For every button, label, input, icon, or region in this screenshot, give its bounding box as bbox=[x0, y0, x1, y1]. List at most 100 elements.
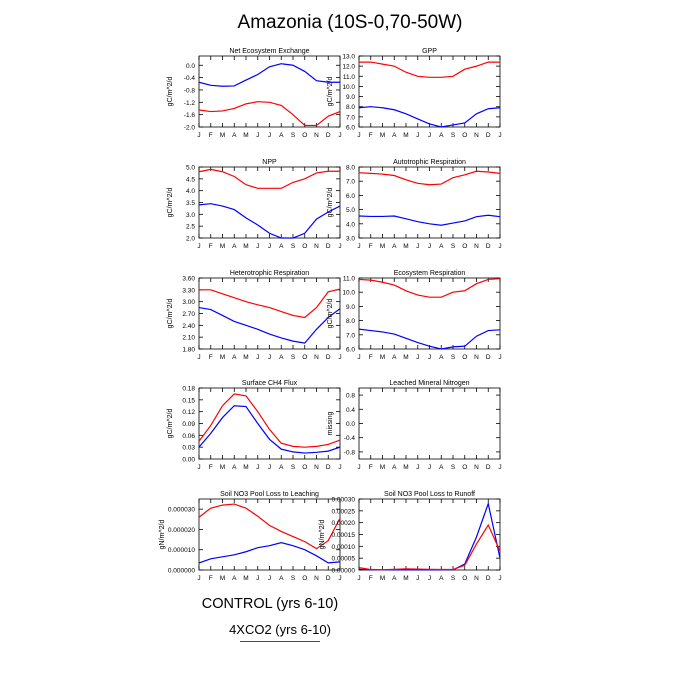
panel-7-month-label: J bbox=[197, 464, 200, 471]
panel-1-month-label: A bbox=[279, 132, 284, 139]
panel-4-month-label: O bbox=[462, 243, 467, 250]
panel-4-month-label: N bbox=[474, 243, 479, 250]
panel-9-month-label: N bbox=[314, 575, 319, 582]
panel-5-month-label: J bbox=[338, 354, 341, 361]
panel-9-ytick-label: 0.000000 bbox=[168, 568, 195, 575]
panel-4-ytick-label: 6.0 bbox=[346, 193, 355, 200]
panel-4-month-label: S bbox=[451, 243, 456, 250]
panel-7-ytick-label: 0.00 bbox=[182, 457, 195, 464]
panel-7-month-label: S bbox=[291, 464, 296, 471]
panel-3-frame bbox=[198, 166, 341, 239]
panel-4-control-line bbox=[358, 214, 501, 226]
panel-6-ylabel: gC/m^2/d bbox=[327, 299, 334, 329]
panel-7-month-label: A bbox=[232, 464, 237, 471]
legend-4xco2-label: 4XCO2 (yrs 6-10) bbox=[229, 622, 331, 637]
panel-3-ytick-label: 4.5 bbox=[186, 176, 195, 183]
panel-2-month-label: M bbox=[380, 132, 385, 139]
panel-3-month-label: J bbox=[256, 243, 259, 250]
panel-3-ylabel: gC/m^2/d bbox=[167, 188, 174, 218]
panel-6-frame bbox=[358, 277, 501, 350]
panel-9-month-label: J bbox=[256, 575, 259, 582]
panel-4-ytick-label: 7.0 bbox=[346, 179, 355, 186]
panel-10-ytick-label: 0.00030 bbox=[332, 497, 356, 504]
panel-8-ylabel: missing bbox=[327, 412, 334, 436]
panel-4-ylabel: gC/m^2/d bbox=[327, 188, 334, 218]
panel-10-month-label: D bbox=[486, 575, 491, 582]
panel-4-month-label: A bbox=[392, 243, 397, 250]
panel-3-month-label: A bbox=[279, 243, 284, 250]
panel-7-month-label: J bbox=[268, 464, 271, 471]
panel-10-month-label: M bbox=[403, 575, 408, 582]
panel-6-ytick-label: 6.0 bbox=[346, 347, 355, 354]
panel-7-month-label: A bbox=[279, 464, 284, 471]
panel-6-month-label: J bbox=[428, 354, 431, 361]
panel-5-month-label: N bbox=[314, 354, 319, 361]
panel-8-month-label: A bbox=[439, 464, 444, 471]
panel-8-month-label: M bbox=[403, 464, 408, 471]
panel-9-month-label: M bbox=[243, 575, 248, 582]
panel-3-ytick-label: 3.0 bbox=[186, 212, 195, 219]
panel-4-4xco2-line bbox=[358, 170, 501, 186]
panel-2-month-label: F bbox=[369, 132, 373, 139]
panel-6-month-label: N bbox=[474, 354, 479, 361]
panel-5-month-label: J bbox=[197, 354, 200, 361]
panel-7-title: Surface CH4 Flux bbox=[242, 380, 298, 387]
panel-9-4xco2-line bbox=[198, 503, 341, 550]
panel-7-month-label: D bbox=[326, 464, 331, 471]
panel-5-month-label: F bbox=[209, 354, 213, 361]
panel-1-month-label: F bbox=[209, 132, 213, 139]
panel-8-month-label: A bbox=[392, 464, 397, 471]
panel-4-month-label: A bbox=[439, 243, 444, 250]
panel-7-month-label: O bbox=[302, 464, 307, 471]
panel-9-ytick-label: 0.000030 bbox=[168, 507, 195, 514]
panel-9-title: Soil NO3 Pool Loss to Leaching bbox=[220, 491, 319, 498]
panel-5-ylabel: gC/m^2/d bbox=[167, 299, 174, 329]
panel-10-ytick-label: 0.00020 bbox=[332, 520, 356, 527]
panel-10-month-label: A bbox=[439, 575, 444, 582]
panel-3-month-label: D bbox=[326, 243, 331, 250]
panel-10-month-label: J bbox=[498, 575, 501, 582]
panel-8-ytick-label: 0.8 bbox=[346, 393, 355, 400]
panel-2-month-label: J bbox=[416, 132, 419, 139]
panel-5-4xco2-line bbox=[199, 288, 341, 319]
panel-6-month-label: J bbox=[498, 354, 501, 361]
panel-4-month-label: J bbox=[498, 243, 501, 250]
panel-8-ytick-label: 0.4 bbox=[346, 407, 355, 414]
panel-5-month-label: M bbox=[220, 354, 225, 361]
panel-1-ytick-label: -1.6 bbox=[184, 112, 196, 119]
panel-8-month-label: O bbox=[462, 464, 467, 471]
panel-10-ytick-label: 0.00025 bbox=[332, 508, 356, 515]
panel-8-frame bbox=[358, 387, 501, 460]
panel-7-ytick-label: 0.06 bbox=[182, 433, 195, 440]
panel-8-ytick-label: -0.8 bbox=[344, 449, 356, 456]
panel-4-ytick-label: 4.0 bbox=[346, 221, 355, 228]
panel-8-month-label: F bbox=[369, 464, 373, 471]
panel-5-month-label: O bbox=[302, 354, 307, 361]
panel-2-month-label: D bbox=[486, 132, 491, 139]
panel-7-frame bbox=[198, 387, 341, 460]
panel-2-ylabel: gC/m^2/d bbox=[327, 77, 334, 107]
panel-5-frame bbox=[198, 277, 341, 350]
panel-10-month-label: M bbox=[380, 575, 385, 582]
panel-10-ytick-label: 0.00010 bbox=[332, 544, 356, 551]
panel-9-month-label: F bbox=[209, 575, 213, 582]
panel-7-4xco2-line bbox=[198, 393, 341, 448]
panel-5-month-label: D bbox=[326, 354, 331, 361]
panel-4-month-label: F bbox=[369, 243, 373, 250]
panel-5-month-label: M bbox=[243, 354, 248, 361]
panel-1-month-label: O bbox=[302, 132, 307, 139]
panel-3-month-label: S bbox=[291, 243, 296, 250]
panel-5-month-label: J bbox=[256, 354, 259, 361]
panel-5-ytick-label: 1.80 bbox=[182, 347, 195, 354]
panel-10-month-label: S bbox=[451, 575, 456, 582]
panel-5-control-line bbox=[198, 306, 341, 344]
panel-10-month-label: F bbox=[369, 575, 373, 582]
panel-7-ytick-label: 0.09 bbox=[182, 421, 195, 428]
panel-1-month-label: J bbox=[268, 132, 271, 139]
panel-9-ylabel: gN/m^2/d bbox=[159, 520, 166, 550]
panel-2-month-label: M bbox=[403, 132, 408, 139]
panel-9-month-label: D bbox=[326, 575, 331, 582]
panel-6-month-label: J bbox=[416, 354, 419, 361]
panel-9-month-label: A bbox=[232, 575, 237, 582]
panel-6-month-label: M bbox=[380, 354, 385, 361]
